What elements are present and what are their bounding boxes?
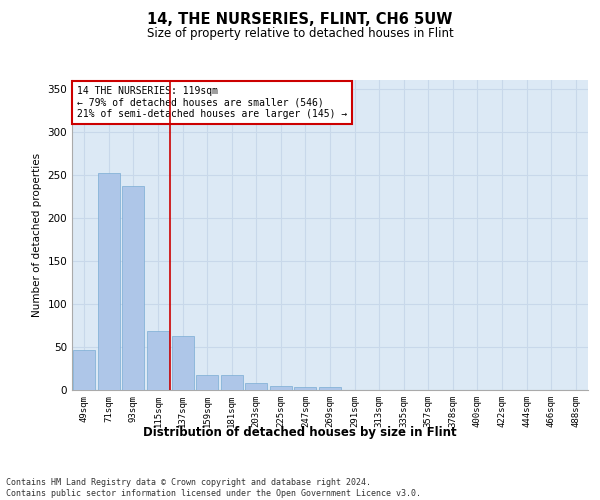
Text: Distribution of detached houses by size in Flint: Distribution of detached houses by size … (143, 426, 457, 439)
Text: Contains HM Land Registry data © Crown copyright and database right 2024.
Contai: Contains HM Land Registry data © Crown c… (6, 478, 421, 498)
Bar (122, 186, 145, 390)
Text: Size of property relative to detached houses in Flint: Size of property relative to detached ho… (146, 28, 454, 40)
Bar (73, 350, 95, 390)
Text: 14 THE NURSERIES: 119sqm
← 79% of detached houses are smaller (546)
21% of semi-: 14 THE NURSERIES: 119sqm ← 79% of detach… (77, 86, 347, 120)
Bar (295, 386, 316, 390)
Text: 14, THE NURSERIES, FLINT, CH6 5UW: 14, THE NURSERIES, FLINT, CH6 5UW (148, 12, 452, 28)
Bar (270, 386, 292, 390)
Bar (196, 374, 218, 390)
Bar (98, 173, 120, 390)
Y-axis label: Number of detached properties: Number of detached properties (32, 153, 42, 317)
Bar (172, 336, 194, 390)
Bar (147, 332, 169, 390)
Bar (319, 388, 341, 390)
Bar (245, 383, 268, 390)
Bar (221, 376, 243, 390)
